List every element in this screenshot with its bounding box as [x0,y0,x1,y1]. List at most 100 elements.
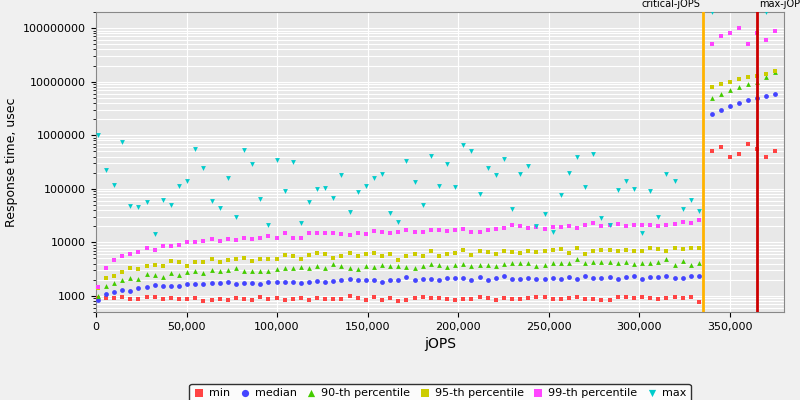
median [619,274,632,280]
median [148,282,161,288]
max [668,178,681,184]
min [400,297,413,303]
95-th percentile [343,250,356,256]
95-th percentile [619,247,632,254]
min [359,296,372,303]
99-th percentile [676,219,689,225]
90-th percentile [611,260,624,266]
90-th percentile [769,69,782,76]
max [506,206,518,213]
median [91,297,104,304]
median [595,274,608,281]
99-th percentile [124,251,137,258]
95-th percentile [416,252,429,259]
99-th percentile [286,235,299,241]
99-th percentile [230,237,242,243]
90-th percentile [238,268,250,274]
99-th percentile [214,238,226,244]
max [124,203,137,209]
median [270,278,283,285]
min [189,295,202,301]
95-th percentile [482,249,494,256]
99-th percentile [530,224,543,231]
median [723,103,736,109]
median [132,285,145,291]
min [742,140,754,147]
95-th percentile [286,253,299,260]
min [723,153,736,160]
median [351,277,364,283]
99-th percentile [367,227,380,234]
min [449,297,462,303]
median [214,280,226,286]
min [705,148,718,154]
max [165,202,178,208]
90-th percentile [278,265,291,272]
95-th percentile [522,248,534,255]
median [335,277,348,283]
90-th percentile [603,259,616,265]
median [660,273,673,280]
95-th percentile [222,257,234,263]
min [343,293,356,300]
99-th percentile [222,236,234,242]
95-th percentile [578,251,591,257]
median [367,277,380,283]
90-th percentile [294,264,307,270]
90-th percentile [506,260,518,267]
99-th percentile [732,25,745,31]
median [490,275,502,281]
median [392,276,405,283]
90-th percentile [660,256,673,263]
median [400,274,413,280]
90-th percentile [214,268,226,274]
99-th percentile [392,229,405,235]
90-th percentile [668,262,681,268]
95-th percentile [546,247,559,253]
95-th percentile [498,248,510,254]
max [457,142,470,148]
min [302,296,315,303]
median [254,280,266,287]
min [538,294,551,300]
max [132,204,145,210]
median [189,281,202,287]
95-th percentile [660,248,673,254]
95-th percentile [530,249,543,255]
90-th percentile [254,268,266,274]
90-th percentile [408,265,421,271]
median [714,106,727,113]
max [684,196,697,203]
99-th percentile [278,230,291,236]
min [205,297,218,304]
median [230,280,242,287]
90-th percentile [327,261,340,267]
median [578,273,591,280]
95-th percentile [140,263,153,269]
90-th percentile [310,263,323,269]
max [99,167,112,173]
95-th percentile [116,269,129,276]
99-th percentile [498,224,510,231]
min [570,294,583,300]
99-th percentile [140,245,153,251]
median [732,100,745,106]
median [294,280,307,286]
90-th percentile [522,260,534,266]
min [465,296,478,302]
min [693,298,706,305]
median [408,276,421,283]
min [286,296,299,302]
max [644,188,657,194]
90-th percentile [343,265,356,272]
median [530,275,543,282]
max [425,152,438,159]
95-th percentile [181,263,194,269]
median [286,278,299,285]
95-th percentile [108,272,121,279]
max [514,171,526,177]
min [294,295,307,302]
90-th percentile [636,260,649,266]
95-th percentile [384,251,397,258]
90-th percentile [425,261,438,268]
